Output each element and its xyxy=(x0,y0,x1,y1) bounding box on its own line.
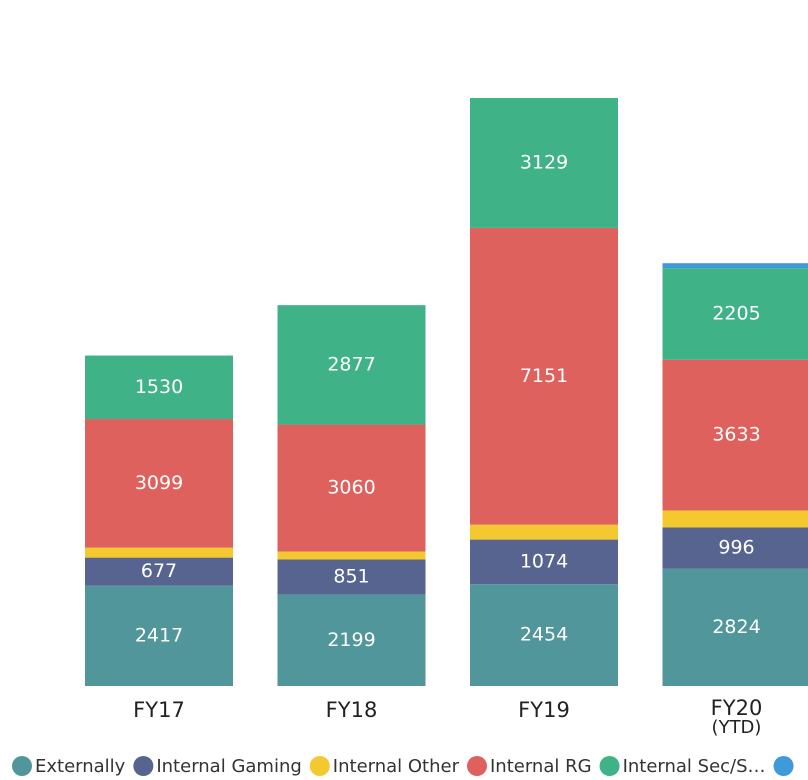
legend-marker xyxy=(309,756,330,776)
legend-marker xyxy=(599,756,620,776)
bar-segment xyxy=(277,305,426,425)
bar-segment xyxy=(662,268,808,360)
legend-label: Internal Gaming xyxy=(156,756,301,777)
legend-label: Internal RG xyxy=(490,756,592,777)
legend-marker xyxy=(773,756,794,776)
legend-marker xyxy=(12,756,32,776)
bar-segment xyxy=(85,585,233,686)
bar-segment xyxy=(277,594,426,686)
data-label: 3633 xyxy=(712,424,760,446)
data-label: 3129 xyxy=(520,151,568,173)
data-label: 3099 xyxy=(135,472,183,494)
legend-marker xyxy=(133,756,154,776)
x-tick-label: FY17 xyxy=(133,698,185,722)
data-label: 7151 xyxy=(520,365,568,387)
data-label: 2824 xyxy=(712,616,760,638)
data-label: 851 xyxy=(333,566,369,588)
bar-segment xyxy=(470,539,618,585)
data-label: 2417 xyxy=(135,624,183,646)
bar-segment xyxy=(277,551,426,560)
bar-segment xyxy=(662,263,808,269)
data-label: 3060 xyxy=(327,477,375,499)
x-tick-label: FY20 (YTD) xyxy=(711,696,763,738)
legend-label: Internal Sec/S… xyxy=(623,756,766,777)
x-tick-label: FY19 xyxy=(518,698,570,722)
data-label: 1074 xyxy=(520,550,568,572)
legend-marker xyxy=(467,756,487,776)
data-label: 2205 xyxy=(712,302,760,324)
data-label: 2877 xyxy=(327,353,375,375)
bar-segment xyxy=(85,557,233,586)
bar-segment xyxy=(85,419,233,548)
bar-segment xyxy=(662,359,808,511)
x-tick-line: FY20 xyxy=(711,696,763,720)
bar-segment xyxy=(470,584,618,686)
bar-segment xyxy=(470,98,618,228)
legend-label: Externally xyxy=(35,756,126,777)
bar-segment xyxy=(85,547,233,558)
bar-segment xyxy=(277,559,426,595)
bar-segment xyxy=(662,510,808,528)
bar-segment xyxy=(85,355,233,420)
bar-segment xyxy=(662,527,808,569)
bar-segment xyxy=(662,568,808,686)
data-label: 1530 xyxy=(135,376,183,398)
data-label: 2199 xyxy=(327,629,375,651)
bar-segment xyxy=(470,524,618,540)
legend-label: Internal Other xyxy=(333,756,460,777)
data-label: 677 xyxy=(141,560,177,582)
bar-segment xyxy=(470,227,618,525)
data-label: 2454 xyxy=(520,624,568,646)
data-label: 996 xyxy=(718,537,754,559)
x-tick-line: (YTD) xyxy=(712,717,762,738)
bar-segment xyxy=(277,424,426,552)
x-tick-label: FY18 xyxy=(326,698,378,722)
